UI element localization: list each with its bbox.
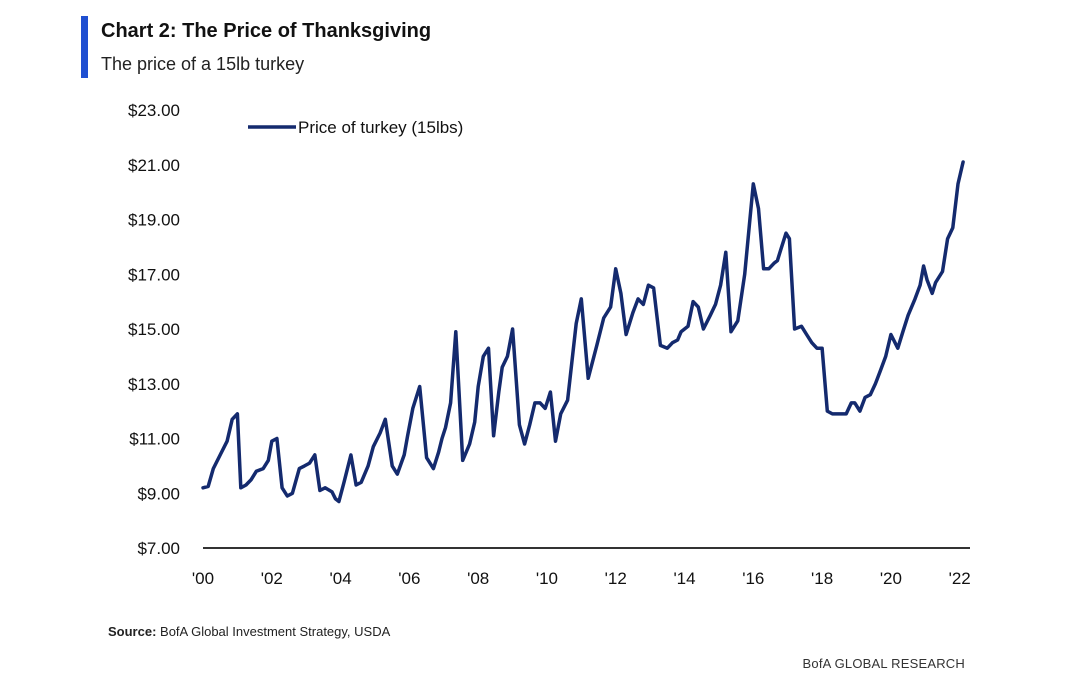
x-tick-label: '08 (467, 569, 489, 588)
y-tick-label: $13.00 (128, 375, 180, 394)
y-axis-labels: $7.00 $9.00 $11.00 $13.00 $15.00 $17.00 $19.00… (128, 101, 180, 558)
chart-title: Chart 2: The Price of Thanksgiving (101, 20, 432, 42)
y-tick-label: $17.00 (128, 265, 180, 284)
x-tick-label: '18 (811, 569, 833, 588)
x-tick-label: '14 (673, 569, 695, 588)
x-tick-label: '22 (949, 569, 971, 588)
source-note: Source: BofA Global Investment Strategy,… (108, 624, 390, 639)
legend: Price of turkey (15lbs) (248, 118, 463, 137)
x-tick-label: '12 (605, 569, 627, 588)
x-tick-label: '20 (880, 569, 902, 588)
x-tick-label: '06 (398, 569, 420, 588)
chart-subtitle: The price of a 15lb turkey (101, 54, 305, 74)
y-tick-label: $11.00 (129, 430, 180, 449)
source-text: BofA Global Investment Strategy, USDA (156, 624, 391, 639)
y-tick-label: $7.00 (137, 539, 180, 558)
legend-label: Price of turkey (15lbs) (298, 118, 463, 137)
x-tick-label: '16 (742, 569, 764, 588)
y-tick-label: $9.00 (137, 484, 180, 503)
source-label: Source: (108, 624, 157, 639)
x-axis-labels: '00 '02 '04 '06 '08 '10 '12 '14 '16 '18 '20 '22 (192, 569, 971, 588)
brand-footer: BofA GLOBAL RESEARCH (802, 656, 965, 671)
y-tick-label: $15.00 (128, 320, 180, 339)
y-tick-label: $21.00 (128, 156, 180, 175)
y-tick-label: $19.00 (128, 211, 180, 230)
x-tick-label: '10 (536, 569, 558, 588)
title-accent-bar (81, 16, 88, 78)
x-tick-label: '02 (261, 569, 283, 588)
series-line-price-of-turkey (201, 160, 965, 504)
x-tick-label: '04 (330, 569, 352, 588)
x-tick-label: '00 (192, 569, 214, 588)
y-tick-label: $23.00 (128, 101, 180, 120)
